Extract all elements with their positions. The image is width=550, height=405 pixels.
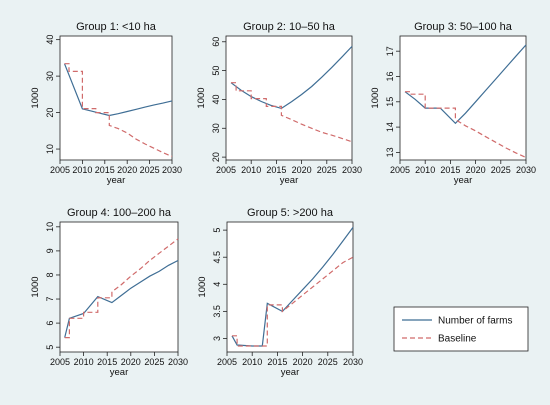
x-tick-label: 2025: [317, 165, 337, 175]
y-tick-label: 30: [45, 71, 55, 81]
series-baseline: [405, 91, 527, 159]
x-tick-label: 2025: [491, 165, 511, 175]
x-tick-label: 2010: [74, 357, 94, 367]
x-tick-label: 2030: [516, 165, 536, 175]
plot-area: [226, 221, 354, 353]
y-tick-label: 60: [211, 37, 221, 47]
plot-area: [399, 35, 527, 161]
x-tick-label: 2020: [121, 357, 141, 367]
y-tick-label: 4.5: [212, 251, 222, 264]
y-tick-label: 40: [45, 35, 55, 45]
x-tick-label: 2005: [217, 357, 237, 367]
chart-panel-3: Group 3: 50–100 ha 2005 2010 2015 2020 2025 20…: [370, 21, 536, 186]
x-tick-label: 2030: [343, 357, 363, 367]
series-baseline: [232, 256, 354, 347]
plot-area: [225, 35, 353, 161]
panel-title: Group 3: 50–100 ha: [414, 21, 513, 33]
y-tick-label: 15: [385, 97, 395, 107]
y-tick-label: 4: [212, 282, 222, 287]
panel-title: Group 4: 100–200 ha: [67, 207, 172, 219]
x-axis-label: year: [107, 175, 125, 186]
panel-title: Group 1: <10 ha: [76, 21, 157, 33]
x-tick-label: 2015: [266, 165, 286, 175]
y-axis-label: 1000: [196, 87, 207, 108]
y-axis-label: 1000: [30, 276, 41, 297]
y-tick-label: 10: [45, 222, 55, 232]
x-axis-label: year: [281, 367, 299, 378]
y-tick-label: 10: [45, 144, 55, 154]
x-tick-label: 2010: [242, 357, 262, 367]
x-tick-label: 2010: [415, 165, 435, 175]
y-tick-label: 3.5: [212, 305, 222, 318]
y-tick-label: 40: [211, 94, 221, 104]
x-tick-label: 2005: [50, 357, 70, 367]
panel-title: Group 2: 10–50 ha: [243, 21, 336, 33]
x-tick-label: 2025: [140, 165, 160, 175]
series-number-of-farms: [64, 259, 179, 338]
y-tick-label: 7: [45, 297, 55, 302]
y-tick-label: 20: [211, 152, 221, 162]
y-tick-label: 17: [385, 46, 395, 56]
x-tick-label: 2015: [267, 357, 287, 367]
legend: Number of farms Baseline: [393, 306, 529, 352]
series-baseline: [64, 63, 173, 157]
x-tick-label: 2015: [97, 357, 117, 367]
x-tick-label: 2025: [144, 357, 164, 367]
y-tick-label: 3: [212, 336, 222, 341]
legend-label: Number of farms: [438, 316, 512, 327]
x-tick-label: 2005: [50, 165, 70, 175]
series-number-of-farms: [63, 63, 173, 117]
x-axis-label: year: [110, 367, 128, 378]
x-tick-label: 2025: [318, 357, 338, 367]
series-number-of-farms: [404, 44, 527, 125]
y-tick-label: 13: [385, 147, 395, 157]
x-tick-label: 2010: [241, 165, 261, 175]
x-tick-label: 2030: [342, 165, 362, 175]
x-tick-label: 2020: [466, 165, 486, 175]
y-tick-label: 50: [211, 66, 221, 76]
x-tick-label: 2020: [292, 165, 312, 175]
y-tick-label: 16: [385, 71, 395, 81]
panel-title: Group 5: >200 ha: [247, 207, 334, 219]
x-axis-label: year: [280, 175, 298, 186]
y-tick-label: 20: [45, 108, 55, 118]
chart-panel-5: Group 5: >200 ha 2005 2010 2015 2020 2025 2030…: [197, 207, 363, 378]
x-tick-label: 2005: [216, 165, 236, 175]
y-tick-label: 5: [212, 228, 222, 233]
x-tick-label: 2015: [440, 165, 460, 175]
plot-area: [59, 35, 173, 161]
legend-box: [393, 306, 529, 352]
y-tick-label: 9: [45, 248, 55, 253]
chart-panel-4: Group 4: 100–200 ha 2005 2010 2015 2020 2025 2…: [30, 207, 188, 378]
x-tick-label: 2020: [293, 357, 313, 367]
x-tick-label: 2030: [162, 165, 182, 175]
series-number-of-farms: [231, 227, 354, 347]
y-tick-label: 5: [45, 345, 55, 350]
x-axis-label: year: [454, 175, 472, 186]
y-tick-label: 14: [385, 122, 395, 132]
y-axis-label: 1000: [30, 87, 41, 108]
x-tick-label: 2015: [95, 165, 115, 175]
y-axis-label: 1000: [197, 276, 208, 297]
x-tick-label: 2020: [117, 165, 137, 175]
y-tick-label: 30: [211, 123, 221, 133]
x-tick-label: 2030: [168, 357, 188, 367]
y-axis-label: 1000: [370, 87, 381, 108]
y-tick-label: 6: [45, 321, 55, 326]
series-baseline: [231, 82, 353, 143]
plot-area: [59, 221, 179, 353]
series-baseline: [64, 238, 179, 339]
legend-label: Baseline: [438, 334, 477, 345]
y-tick-label: 8: [45, 272, 55, 277]
x-tick-label: 2010: [72, 165, 92, 175]
x-tick-label: 2005: [390, 165, 410, 175]
